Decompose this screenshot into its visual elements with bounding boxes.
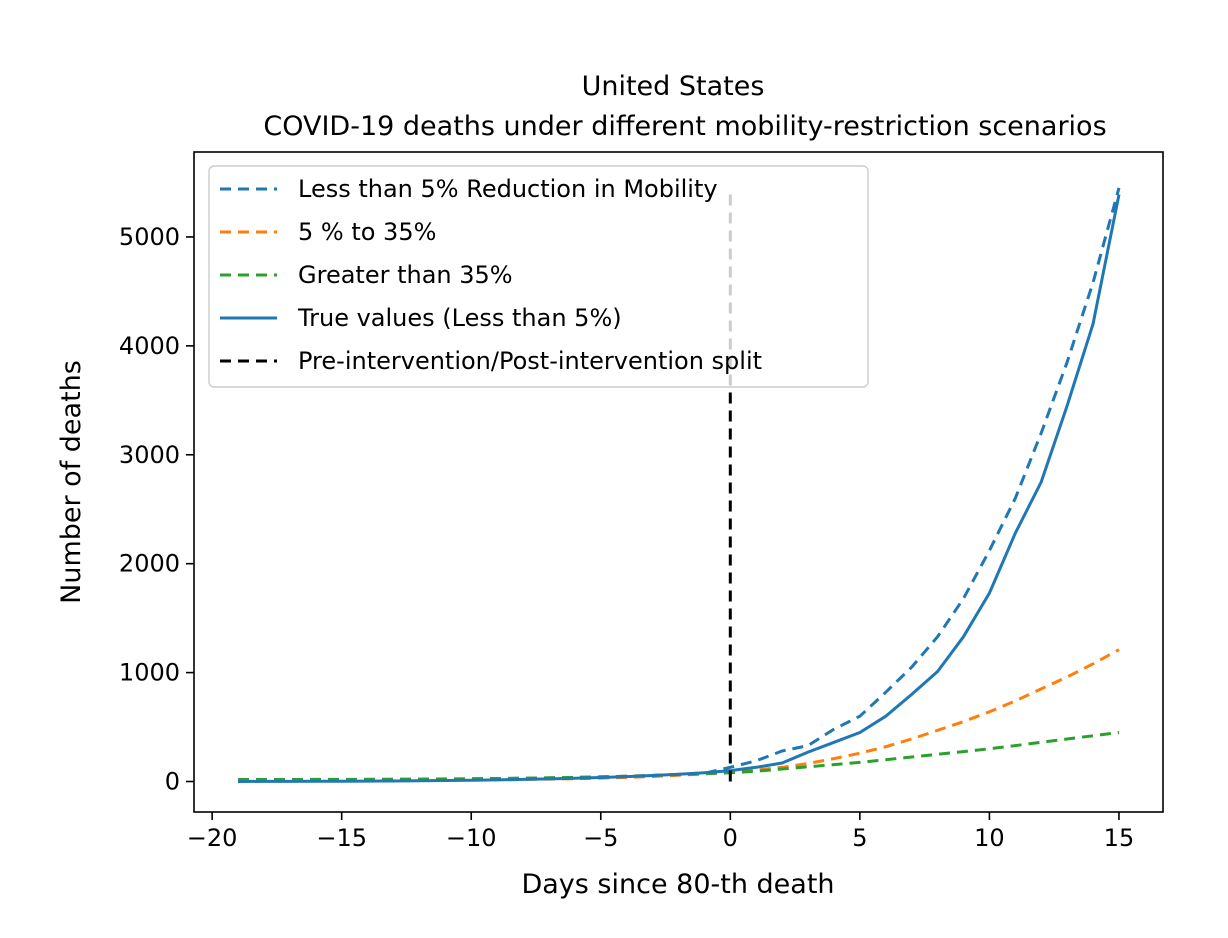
x-tick-label: 0 — [723, 824, 738, 852]
series-line-2 — [238, 731, 1120, 781]
chart-subtitle: COVID-19 deaths under different mobility… — [263, 111, 1106, 142]
series-line-1 — [238, 648, 1120, 783]
y-axis-label: Number of deaths — [56, 360, 87, 604]
y-tick-label: 1000 — [119, 659, 180, 687]
legend: Less than 5% Reduction in Mobility 5 % to… — [208, 165, 869, 388]
y-tick-label: 5000 — [119, 223, 180, 251]
legend-label-4: Pre-intervention/Post-intervention split — [298, 347, 762, 375]
legend-label-0: Less than 5% Reduction in Mobility — [298, 175, 718, 203]
x-tick-label: 15 — [1104, 824, 1135, 852]
y-tick-label: 4000 — [119, 332, 180, 360]
plot-frame — [193, 151, 1164, 813]
series-line-3 — [237, 194, 1121, 783]
x-axis-label: Days since 80-th death — [521, 869, 834, 900]
x-tick-label: 10 — [974, 824, 1005, 852]
x-tick-label: −20 — [187, 824, 238, 852]
legend-box — [208, 165, 869, 388]
x-tick-label: 5 — [852, 824, 867, 852]
y-tick-label: 0 — [165, 768, 180, 796]
y-tick-label: 3000 — [119, 441, 180, 469]
legend-entries: Less than 5% Reduction in Mobility 5 % to… — [220, 175, 762, 375]
legend-label-3: True values (Less than 5%) — [297, 304, 622, 332]
x-tick-label: −5 — [583, 824, 618, 852]
chart-title: United States — [582, 71, 765, 102]
x-tick-label: −15 — [316, 824, 367, 852]
y-tick-label: 2000 — [119, 550, 180, 578]
x-tick-label: −10 — [446, 824, 497, 852]
legend-label-1: 5 % to 35% — [298, 218, 436, 246]
x-axis: −20 −15 −10 −5 0 5 10 15 — [187, 812, 1134, 852]
legend-label-2: Greater than 35% — [298, 261, 513, 289]
y-axis: 0 1000 2000 3000 4000 5000 — [119, 223, 194, 796]
